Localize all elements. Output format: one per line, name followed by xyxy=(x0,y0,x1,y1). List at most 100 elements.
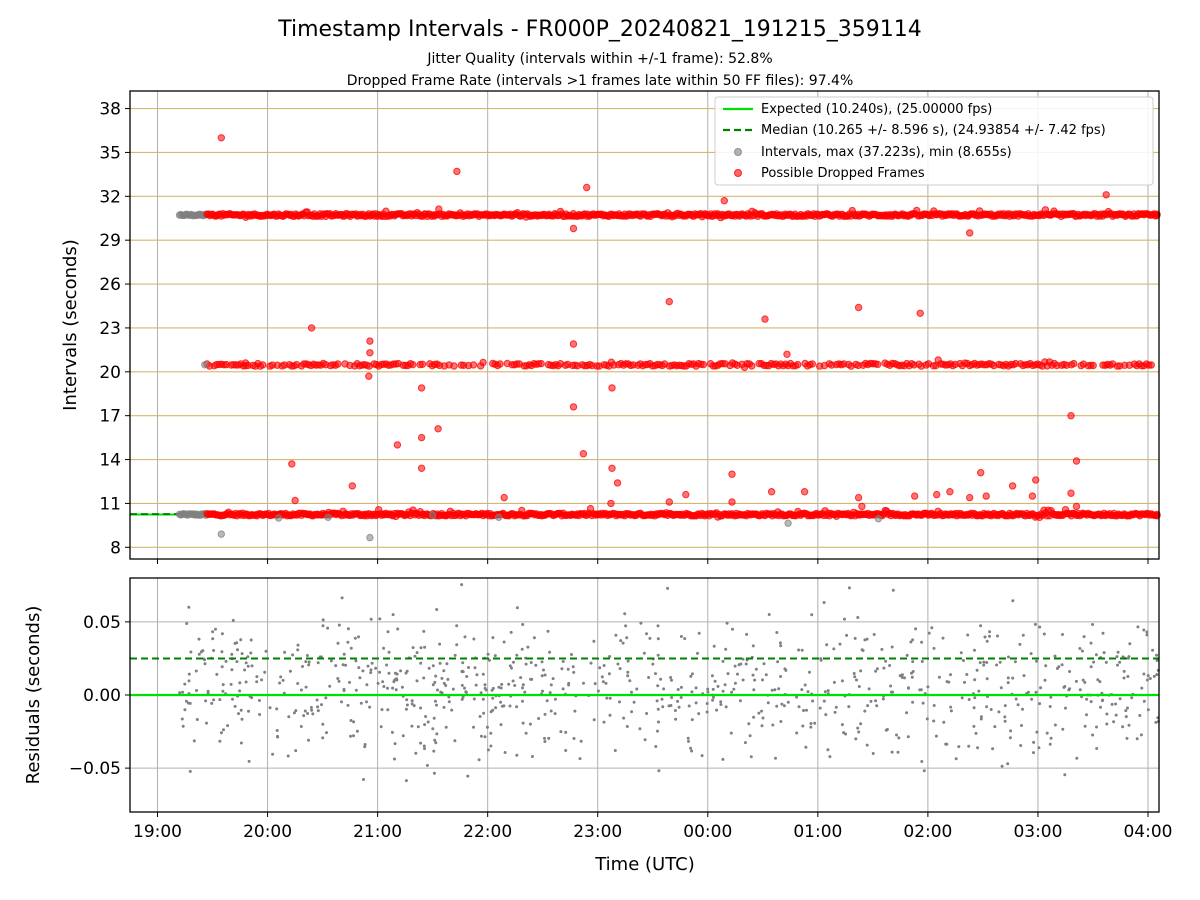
residual-point xyxy=(998,660,1002,664)
residual-point xyxy=(551,677,555,681)
residual-point xyxy=(548,691,552,695)
dropped-frame-point xyxy=(450,362,458,370)
residual-point xyxy=(881,697,885,701)
residual-point xyxy=(363,745,367,749)
residual-point xyxy=(515,606,519,610)
dropped-frame-outlier-point xyxy=(858,502,866,511)
residual-point xyxy=(271,752,275,756)
residual-point xyxy=(1095,747,1099,750)
residual-point xyxy=(843,617,846,621)
residual-point xyxy=(1122,669,1126,673)
residual-point xyxy=(1126,656,1130,660)
residual-point xyxy=(596,689,600,693)
residual-point xyxy=(696,651,699,655)
residual-point xyxy=(1068,687,1072,691)
residual-point xyxy=(1155,658,1159,662)
residual-point xyxy=(589,661,593,665)
residual-point xyxy=(524,662,528,666)
residual-point xyxy=(247,709,250,713)
residual-point xyxy=(239,708,243,712)
residual-point xyxy=(482,711,486,715)
residual-point xyxy=(823,690,827,694)
residual-point xyxy=(247,759,251,763)
residual-point xyxy=(719,703,723,706)
residual-point xyxy=(911,638,915,642)
residual-point xyxy=(194,669,198,673)
top-grid xyxy=(130,91,1159,559)
dropped-frame-point xyxy=(1147,361,1156,369)
residual-point xyxy=(605,696,609,700)
residual-point xyxy=(1145,630,1149,634)
residual-point xyxy=(483,683,487,687)
residual-point xyxy=(949,709,953,713)
residual-point xyxy=(988,634,991,638)
residual-point xyxy=(833,710,837,714)
residual-point xyxy=(967,744,971,748)
residual-point xyxy=(626,670,630,674)
residual-point xyxy=(865,743,869,747)
residual-point xyxy=(732,687,736,691)
dropped-frame-outlier-point xyxy=(288,460,296,468)
residual-point xyxy=(1039,686,1043,690)
residual-point xyxy=(543,740,547,743)
residual-point xyxy=(1019,744,1023,747)
residual-point xyxy=(966,633,970,637)
dropped-frame-outlier-point xyxy=(1102,191,1110,199)
residual-point xyxy=(1145,678,1149,682)
residual-point xyxy=(240,717,244,721)
residual-point xyxy=(404,779,408,783)
residual-point xyxy=(1009,729,1013,733)
residual-point xyxy=(352,720,356,724)
chart-subtitle-jitter: Jitter Quality (intervals within +/-1 fr… xyxy=(426,51,772,67)
residual-point xyxy=(431,664,435,668)
dropped-frame-outlier-point xyxy=(241,359,250,367)
dropped-frame-outlier-point xyxy=(569,403,578,411)
residual-point xyxy=(464,690,468,694)
residual-point xyxy=(1063,685,1067,688)
residual-point xyxy=(466,774,470,778)
residual-point xyxy=(786,700,790,704)
residual-point xyxy=(1102,651,1106,655)
residual-point xyxy=(426,720,430,724)
residual-point xyxy=(396,627,400,631)
residual-point xyxy=(483,735,487,739)
residual-point xyxy=(321,624,325,628)
residual-point xyxy=(244,661,248,665)
residual-point xyxy=(982,660,986,664)
residual-point xyxy=(484,688,488,692)
residual-point xyxy=(393,678,397,682)
residual-point xyxy=(770,688,774,692)
residual-point xyxy=(1016,703,1020,707)
residual-point xyxy=(353,636,357,640)
residual-point xyxy=(391,686,395,690)
residual-point xyxy=(760,724,764,728)
residual-point xyxy=(467,666,470,669)
residual-point xyxy=(188,769,192,773)
residual-point xyxy=(757,711,761,715)
residual-point xyxy=(676,699,680,703)
residual-point xyxy=(874,669,878,673)
residual-point xyxy=(910,671,913,675)
residual-point xyxy=(1127,723,1131,727)
residual-point xyxy=(463,635,467,639)
residual-point xyxy=(432,771,436,775)
residual-point xyxy=(623,612,627,616)
residual-point xyxy=(628,679,632,683)
residual-point xyxy=(1003,715,1007,719)
residual-point xyxy=(723,683,727,687)
residual-point xyxy=(932,719,936,723)
residual-point xyxy=(334,664,338,668)
bottom-y-axis-label: Residuals (seconds) xyxy=(23,606,44,785)
residual-point xyxy=(365,683,369,687)
residual-point xyxy=(211,630,215,634)
residual-point xyxy=(616,662,620,666)
residual-point xyxy=(491,708,495,712)
residual-point xyxy=(937,675,941,679)
dropped-frame-outlier-point xyxy=(665,498,673,506)
residual-point xyxy=(889,684,893,688)
residual-point xyxy=(826,689,830,693)
residual-point xyxy=(803,683,807,687)
residual-point xyxy=(362,778,365,781)
residual-point xyxy=(832,647,836,651)
residual-point xyxy=(1008,736,1012,740)
